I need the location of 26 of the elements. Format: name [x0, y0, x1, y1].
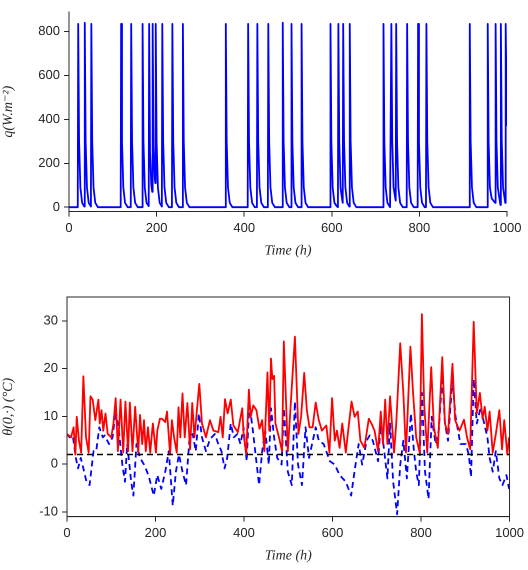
x-tick-label: 0 [63, 524, 71, 540]
y-tick-label: 0 [52, 198, 60, 214]
x-tick-label: 800 [408, 220, 430, 235]
y-tick-label: 600 [38, 67, 60, 82]
y-tick-label: 400 [38, 110, 60, 126]
x-tick-label: 0 [65, 220, 73, 235]
x-axis-title: Time (h) [264, 548, 312, 564]
x-tick-label: 200 [144, 524, 166, 540]
y-tick-label: -10 [39, 503, 58, 518]
y-tick-label: 30 [44, 312, 58, 328]
y-axis-title: q(W.m⁻²) [1, 85, 16, 138]
x-tick-label: 1000 [495, 524, 524, 540]
y-axis-title: θ(0,·) (°C) [1, 377, 16, 436]
x-tick-label: 600 [320, 220, 343, 235]
y-tick-label: 200 [38, 154, 60, 170]
y-tick-label: 20 [44, 360, 58, 376]
x-axis-title: Time (h) [264, 243, 312, 258]
y-tick-label: 0 [50, 456, 58, 471]
x-tick-label: 400 [233, 220, 256, 235]
x-tick-label: 200 [146, 220, 168, 235]
x-tick-label: 400 [233, 524, 255, 540]
x-tick-label: 600 [322, 524, 344, 540]
x-tick-label: 1000 [492, 220, 522, 235]
x-tick-label: 800 [410, 524, 432, 540]
y-tick-label: 10 [44, 408, 58, 423]
y-tick-label: 800 [38, 23, 60, 38]
